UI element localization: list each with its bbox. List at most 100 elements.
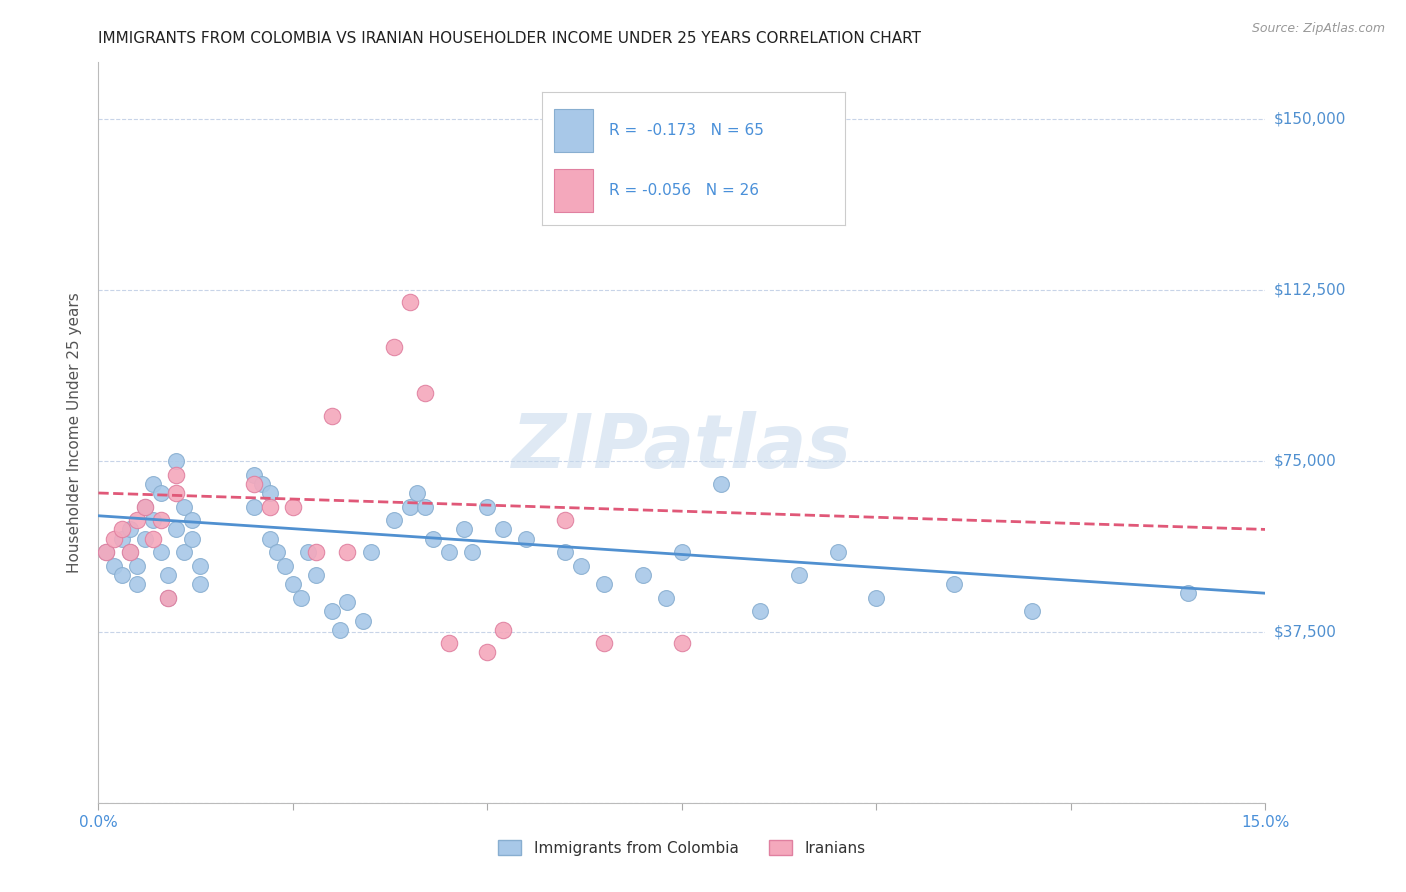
Point bbox=[259, 486, 281, 500]
Point bbox=[515, 532, 537, 546]
Text: $112,500: $112,500 bbox=[1274, 283, 1346, 298]
Point bbox=[281, 500, 304, 514]
Point bbox=[422, 532, 444, 546]
Point bbox=[477, 645, 499, 659]
Point bbox=[398, 500, 420, 514]
Point bbox=[827, 545, 849, 559]
Point bbox=[1177, 586, 1199, 600]
Point bbox=[321, 604, 343, 618]
Point bbox=[477, 500, 499, 514]
Point bbox=[437, 636, 460, 650]
Point bbox=[96, 545, 118, 559]
Point bbox=[149, 486, 172, 500]
Point bbox=[593, 636, 616, 650]
Legend: Immigrants from Colombia, Iranians: Immigrants from Colombia, Iranians bbox=[492, 834, 872, 862]
Y-axis label: Householder Income Under 25 years: Householder Income Under 25 years bbox=[67, 293, 83, 573]
Point bbox=[134, 500, 156, 514]
Point bbox=[461, 545, 484, 559]
Point bbox=[671, 545, 693, 559]
Point bbox=[266, 545, 288, 559]
Point bbox=[352, 614, 374, 628]
Point bbox=[413, 385, 436, 400]
Point bbox=[243, 476, 266, 491]
Point bbox=[305, 545, 328, 559]
Point bbox=[492, 623, 515, 637]
Point bbox=[655, 591, 678, 605]
Point bbox=[274, 558, 297, 573]
Text: $75,000: $75,000 bbox=[1274, 454, 1337, 468]
Point bbox=[165, 523, 187, 537]
Point bbox=[134, 532, 156, 546]
Point bbox=[111, 532, 134, 546]
Point bbox=[259, 532, 281, 546]
Point bbox=[165, 486, 187, 500]
Text: $37,500: $37,500 bbox=[1274, 624, 1337, 640]
Text: $150,000: $150,000 bbox=[1274, 112, 1346, 127]
Point bbox=[180, 532, 202, 546]
Point bbox=[593, 577, 616, 591]
Point bbox=[111, 568, 134, 582]
Point bbox=[631, 568, 654, 582]
Point bbox=[134, 500, 156, 514]
Point bbox=[413, 500, 436, 514]
Point bbox=[142, 513, 165, 527]
Point bbox=[943, 577, 966, 591]
Point bbox=[569, 558, 592, 573]
Point bbox=[118, 545, 141, 559]
Point bbox=[382, 513, 405, 527]
Point bbox=[173, 500, 195, 514]
Point bbox=[188, 577, 211, 591]
Point bbox=[1021, 604, 1043, 618]
Point bbox=[360, 545, 382, 559]
Point bbox=[398, 294, 420, 309]
Point bbox=[290, 591, 312, 605]
Point bbox=[243, 500, 266, 514]
Point bbox=[406, 486, 429, 500]
Point bbox=[554, 545, 576, 559]
Point bbox=[180, 513, 202, 527]
Point bbox=[787, 568, 810, 582]
Point bbox=[250, 476, 273, 491]
Point bbox=[118, 545, 141, 559]
Point bbox=[243, 467, 266, 482]
Point bbox=[127, 558, 149, 573]
Point bbox=[748, 604, 770, 618]
Point bbox=[165, 467, 187, 482]
Point bbox=[118, 523, 141, 537]
Point bbox=[710, 476, 733, 491]
Point bbox=[157, 591, 180, 605]
Point bbox=[188, 558, 211, 573]
Text: IMMIGRANTS FROM COLOMBIA VS IRANIAN HOUSEHOLDER INCOME UNDER 25 YEARS CORRELATIO: IMMIGRANTS FROM COLOMBIA VS IRANIAN HOUS… bbox=[98, 31, 921, 46]
Point bbox=[111, 523, 134, 537]
Point bbox=[103, 532, 125, 546]
Point bbox=[297, 545, 319, 559]
Point bbox=[329, 623, 352, 637]
Point bbox=[173, 545, 195, 559]
Point bbox=[671, 636, 693, 650]
Point bbox=[127, 513, 149, 527]
Point bbox=[437, 545, 460, 559]
Point bbox=[103, 558, 125, 573]
Point bbox=[281, 577, 304, 591]
Point bbox=[453, 523, 475, 537]
Point bbox=[492, 523, 515, 537]
Point bbox=[336, 595, 359, 609]
Point bbox=[157, 568, 180, 582]
Point bbox=[382, 340, 405, 354]
Point bbox=[165, 454, 187, 468]
Point bbox=[96, 545, 118, 559]
Point bbox=[142, 532, 165, 546]
Point bbox=[865, 591, 887, 605]
Point bbox=[149, 513, 172, 527]
Text: Source: ZipAtlas.com: Source: ZipAtlas.com bbox=[1251, 22, 1385, 36]
Point bbox=[321, 409, 343, 423]
Point bbox=[336, 545, 359, 559]
Point bbox=[305, 568, 328, 582]
Point bbox=[127, 577, 149, 591]
Point bbox=[149, 545, 172, 559]
Point bbox=[554, 513, 576, 527]
Point bbox=[259, 500, 281, 514]
Point bbox=[157, 591, 180, 605]
Point bbox=[142, 476, 165, 491]
Text: ZIPatlas: ZIPatlas bbox=[512, 411, 852, 484]
